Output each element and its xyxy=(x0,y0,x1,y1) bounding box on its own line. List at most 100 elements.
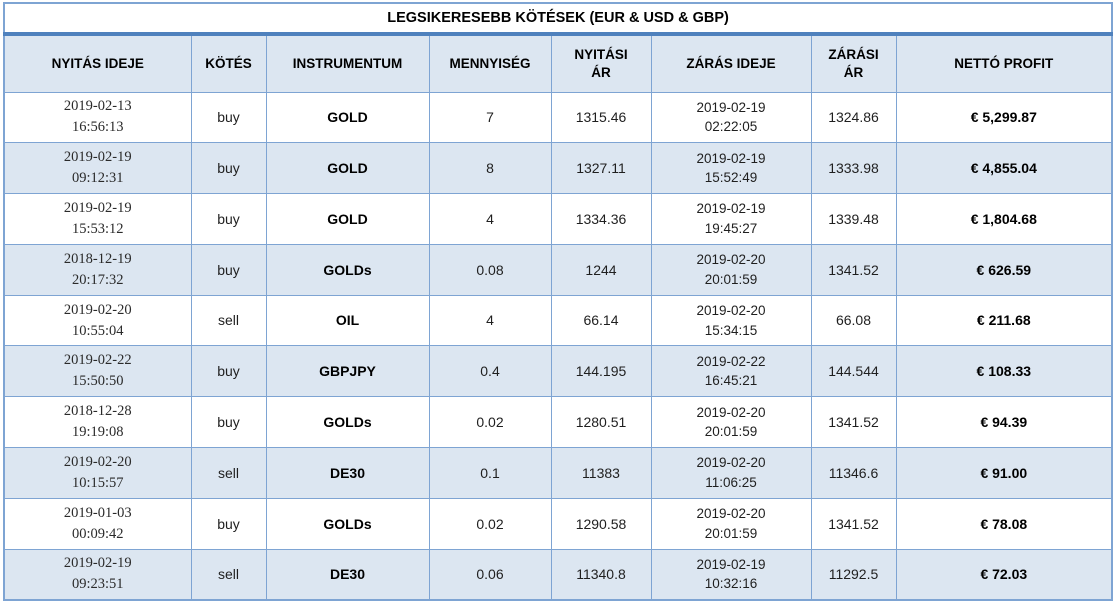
cell-side: buy xyxy=(190,142,267,195)
cell-instrument: DE30 xyxy=(265,447,430,499)
trades-table: LEGSIKERESEBB KÖTÉSEK (EUR & USD & GBP) … xyxy=(3,2,1114,601)
column-header-qty: MENNYISÉG xyxy=(428,33,552,93)
cell-line: 2019-02-19 xyxy=(696,201,766,217)
cell-line: 2019-02-20 xyxy=(696,404,766,420)
cell-profit: € 626.59 xyxy=(895,243,1113,296)
cell-line: 16:45:21 xyxy=(704,373,758,389)
column-header-label: INSTRUMENTUM xyxy=(292,55,403,71)
column-header-open_price: NYITÁSI ÁR xyxy=(550,33,652,93)
cell-profit: € 5,299.87 xyxy=(895,91,1113,144)
column-header-label: ZÁRÁS IDEJE xyxy=(686,55,776,71)
cell-line: 10:55:04 xyxy=(71,322,124,339)
cell-line: 2019-02-19 xyxy=(63,555,132,572)
column-header-label: MENNYISÉG xyxy=(449,55,531,71)
cell-instrument: GBPJPY xyxy=(265,345,430,398)
cell-instrument: OIL xyxy=(265,294,430,347)
table-title: LEGSIKERESEBB KÖTÉSEK (EUR & USD & GBP) xyxy=(3,2,1113,36)
cell-open_time: 2019-01-03 00:09:42 xyxy=(3,497,192,550)
cell-close_time: 2019-02-19 19:45:27 xyxy=(650,193,812,245)
cell-close_price: 1333.98 xyxy=(810,142,897,195)
column-header-label: KÖTÉS xyxy=(205,55,252,71)
cell-profit: € 108.33 xyxy=(895,345,1113,398)
cell-open_time: 2018-12-19 20:17:32 xyxy=(3,243,192,296)
cell-close_price: 1341.52 xyxy=(810,243,897,296)
cell-instrument: GOLD xyxy=(265,142,430,195)
table-row: 2019-02-20 10:15:57 sell DE30 0.1 11383 2019-0… xyxy=(3,447,1113,499)
table-title-row: LEGSIKERESEBB KÖTÉSEK (EUR & USD & GBP) xyxy=(3,2,1113,36)
cell-open_price: 1244 xyxy=(550,243,652,296)
cell-close_price: 11346.6 xyxy=(810,447,897,499)
cell-open_price: 1334.36 xyxy=(550,193,652,245)
cell-close_price: 1341.52 xyxy=(810,497,897,550)
column-header-label: NYITÁSI ÁR xyxy=(574,46,628,80)
cell-qty: 0.08 xyxy=(428,243,552,296)
cell-open_time: 2019-02-19 15:53:12 xyxy=(3,193,192,245)
cell-qty: 4 xyxy=(428,294,552,347)
cell-line: 20:01:59 xyxy=(704,424,758,440)
cell-line: 2019-02-19 xyxy=(696,556,766,572)
cell-line: 11:06:25 xyxy=(705,474,757,490)
cell-close_price: 144.544 xyxy=(810,345,897,398)
cell-line: 2019-02-20 xyxy=(696,506,766,522)
cell-line: 20:17:32 xyxy=(71,271,124,288)
cell-profit: € 1,804.68 xyxy=(895,193,1113,245)
cell-side: buy xyxy=(190,497,267,550)
table-header-row: NYITÁS IDEJE KÖTÉS INSTRUMENTUM MENNYISÉG NY… xyxy=(3,33,1113,93)
table-row: 2019-02-13 16:56:13 buy GOLD 7 1315.46 2019-02… xyxy=(3,91,1113,144)
cell-instrument: GOLD xyxy=(265,91,430,144)
cell-profit: € 94.39 xyxy=(895,396,1113,449)
cell-side: sell xyxy=(190,548,267,601)
cell-profit: € 91.00 xyxy=(895,447,1113,499)
table-row: 2019-01-03 00:09:42 buy GOLDs 0.02 1290.58 201… xyxy=(3,497,1113,550)
cell-line: 00:09:42 xyxy=(71,525,124,542)
cell-open_price: 1290.58 xyxy=(550,497,652,550)
cell-line: 2019-02-20 xyxy=(696,455,766,471)
cell-line: 19:19:08 xyxy=(71,424,124,441)
table-row: 2018-12-28 19:19:08 buy GOLDs 0.02 1280.51 201… xyxy=(3,396,1113,449)
cell-line: 15:34:15 xyxy=(704,322,758,338)
cell-close_price: 11292.5 xyxy=(810,548,897,601)
cell-side: sell xyxy=(190,447,267,499)
cell-close_price: 1324.86 xyxy=(810,91,897,144)
cell-qty: 8 xyxy=(428,142,552,195)
cell-qty: 0.02 xyxy=(428,497,552,550)
table-row: 2019-02-19 09:12:31 buy GOLD 8 1327.11 2019-02… xyxy=(3,142,1113,195)
cell-open_price: 144.195 xyxy=(550,345,652,398)
cell-profit: € 78.08 xyxy=(895,497,1113,550)
cell-line: 09:12:31 xyxy=(71,170,124,187)
cell-line: 02:22:05 xyxy=(704,119,758,135)
cell-qty: 7 xyxy=(428,91,552,144)
cell-side: buy xyxy=(190,345,267,398)
cell-profit: € 4,855.04 xyxy=(895,142,1113,195)
column-header-instrument: INSTRUMENTUM xyxy=(265,33,430,93)
cell-side: sell xyxy=(190,294,267,347)
cell-open_time: 2019-02-22 15:50:50 xyxy=(3,345,192,398)
cell-side: buy xyxy=(190,396,267,449)
cell-close_time: 2019-02-20 15:34:15 xyxy=(650,294,812,347)
cell-open_price: 11383 xyxy=(550,447,652,499)
cell-open_price: 1327.11 xyxy=(550,142,652,195)
cell-instrument: DE30 xyxy=(265,548,430,601)
cell-open_price: 1315.46 xyxy=(550,91,652,144)
cell-open_price: 1280.51 xyxy=(550,396,652,449)
cell-side: buy xyxy=(190,243,267,296)
cell-line: 2019-02-19 xyxy=(63,149,132,166)
cell-line: 10:15:57 xyxy=(71,474,124,491)
cell-instrument: GOLDs xyxy=(265,243,430,296)
cell-open_time: 2019-02-19 09:23:51 xyxy=(3,548,192,601)
cell-line: 2019-02-13 xyxy=(63,98,132,115)
cell-close_time: 2019-02-20 20:01:59 xyxy=(650,396,812,449)
cell-close_time: 2019-02-20 11:06:25 xyxy=(650,447,812,499)
cell-instrument: GOLDs xyxy=(265,497,430,550)
cell-line: 2019-02-19 xyxy=(696,150,766,166)
cell-line: 2018-12-28 xyxy=(63,403,132,420)
cell-close_time: 2019-02-20 20:01:59 xyxy=(650,243,812,296)
cell-line: 2019-02-20 xyxy=(696,303,766,319)
cell-line: 20:01:59 xyxy=(704,525,758,541)
cell-line: 10:32:16 xyxy=(704,576,758,592)
cell-line: 2019-02-20 xyxy=(63,453,132,470)
cell-open_time: 2018-12-28 19:19:08 xyxy=(3,396,192,449)
column-header-label: NYITÁS IDEJE xyxy=(51,55,144,71)
cell-line: 2019-02-19 xyxy=(63,199,132,216)
